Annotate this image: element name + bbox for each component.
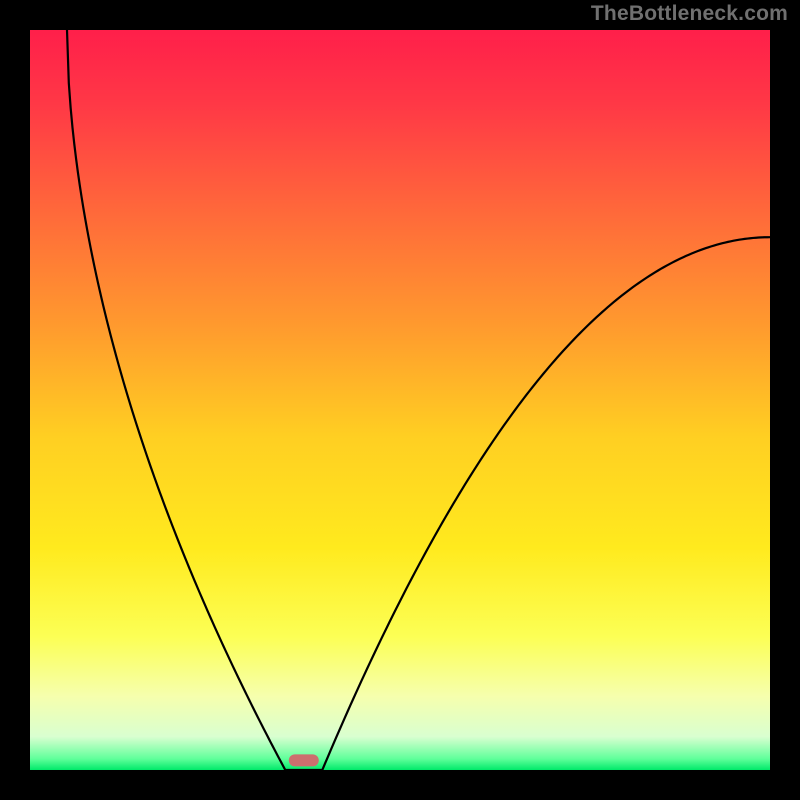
watermark-text: TheBottleneck.com — [591, 2, 788, 26]
vertex-marker — [289, 754, 319, 766]
plot-background — [30, 30, 770, 770]
chart-stage: TheBottleneck.com — [0, 0, 800, 800]
bottleneck-chart — [0, 0, 800, 800]
